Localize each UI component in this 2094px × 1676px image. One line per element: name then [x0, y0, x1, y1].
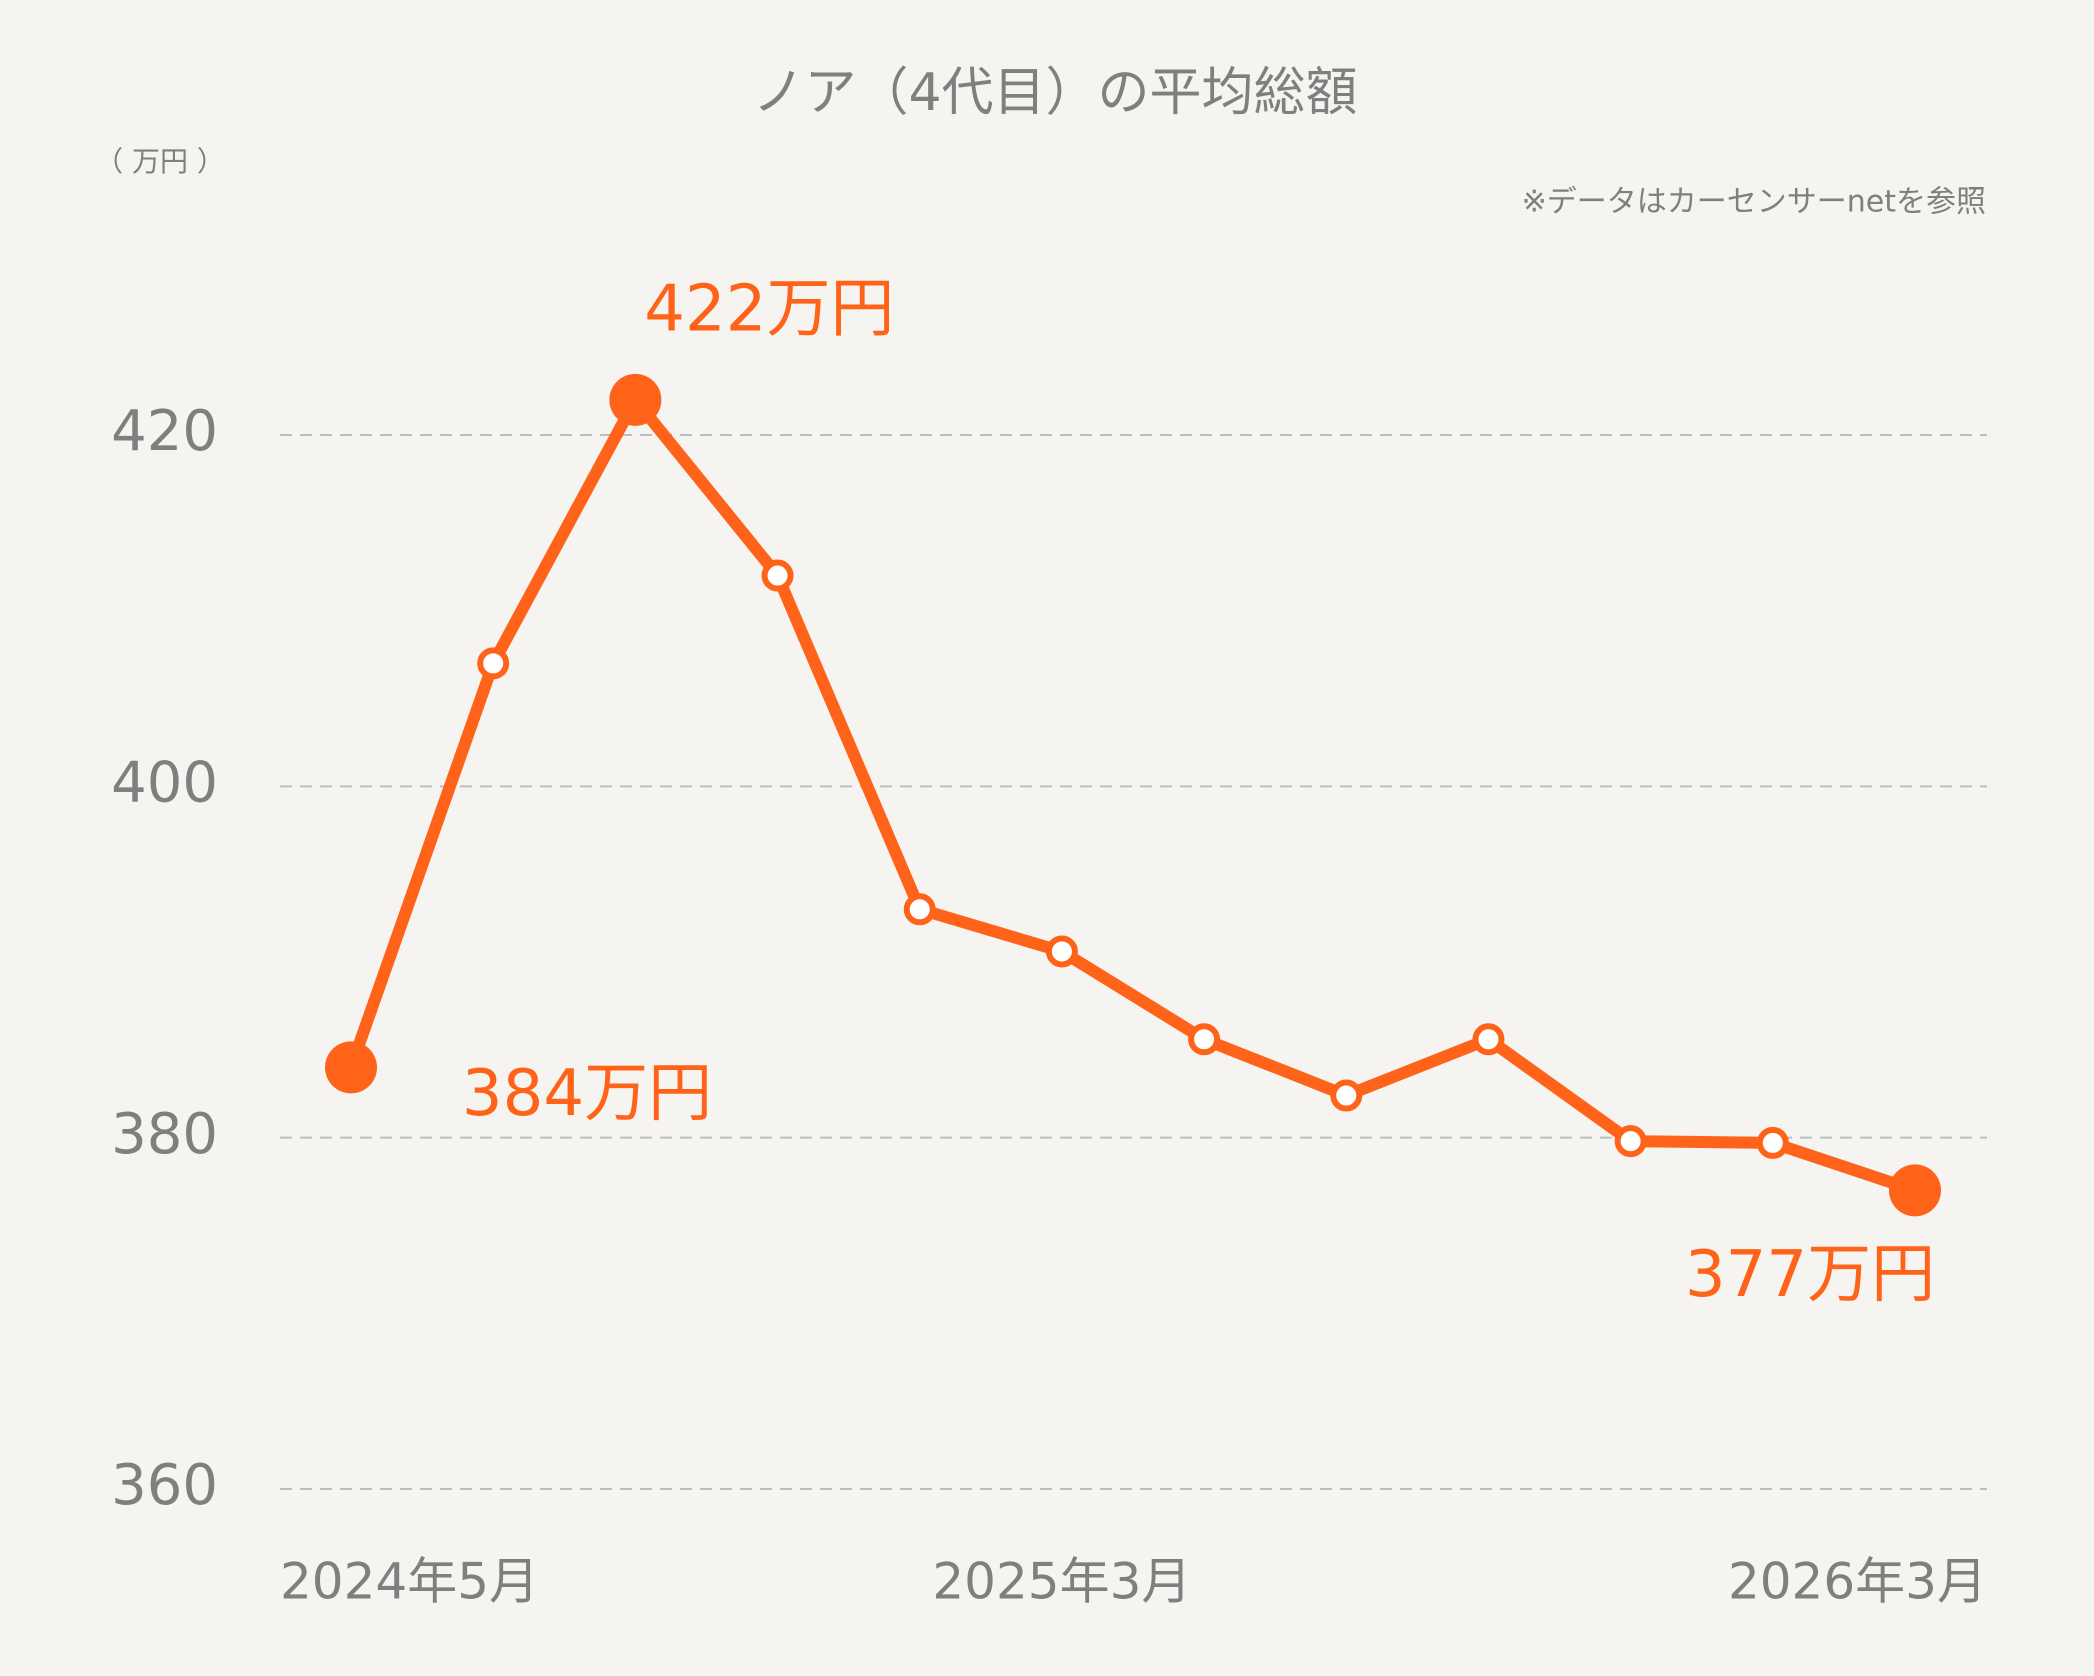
- point: [1045, 935, 1078, 968]
- x-tick-label: 2025年3月: [932, 1553, 1191, 1611]
- point: [477, 647, 510, 680]
- point: [761, 559, 794, 592]
- chart-title: ノア（4代目）の平均総額: [752, 63, 1357, 123]
- y-unit: （ 万円 ）: [95, 145, 225, 178]
- y-tick-label: 360: [111, 1453, 218, 1518]
- point: [1472, 1023, 1505, 1056]
- x-tick-label: 2026年3月: [1728, 1553, 1987, 1611]
- point: [1756, 1126, 1789, 1159]
- highlight-point: [1889, 1164, 1941, 1217]
- point: [903, 893, 936, 926]
- y-tick-label: 420: [111, 399, 218, 464]
- value-label: 422万円: [644, 272, 894, 346]
- highlight-point: [325, 1041, 377, 1094]
- source-note: ※データはカーセンサーnetを参照: [1522, 185, 1986, 220]
- point: [1188, 1023, 1221, 1056]
- point: [1330, 1079, 1363, 1112]
- line-series: [345, 393, 1917, 1197]
- x-tick-label: 2024年5月: [280, 1553, 539, 1611]
- y-tick-label: 400: [111, 750, 218, 815]
- highlight-point: [609, 373, 662, 426]
- value-label: 384万円: [462, 1057, 712, 1131]
- value-label: 377万円: [1685, 1238, 1935, 1312]
- point: [1614, 1125, 1647, 1158]
- y-tick-label: 380: [111, 1102, 218, 1167]
